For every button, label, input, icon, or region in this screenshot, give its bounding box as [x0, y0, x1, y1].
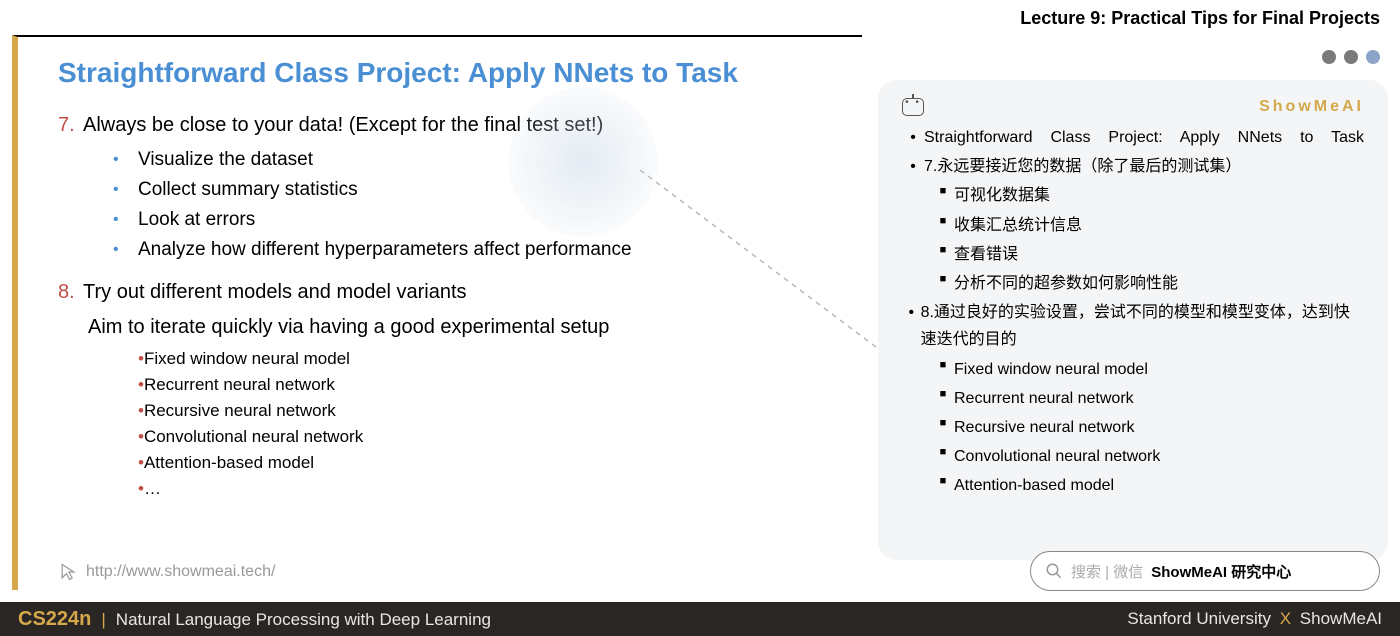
footer-link[interactable]: http://www.showmeai.tech/: [58, 562, 275, 582]
item8-line2: Aim to iterate quickly via having a good…: [88, 316, 832, 339]
item8-sublist: •Fixed window neural model •Recurrent ne…: [138, 349, 832, 499]
brand-name: ShowMeAI: [1300, 609, 1382, 628]
sub-text: Look at errors: [138, 209, 255, 231]
list-item: ■Recurrent neural network: [932, 385, 1364, 412]
course-code: CS224n: [18, 608, 91, 631]
list-item: ■Fixed window neural model: [932, 356, 1364, 383]
brand-label: ShowMeAI: [1259, 98, 1364, 116]
list-item: ■收集汇总统计信息: [932, 212, 1364, 239]
list-item: •…: [138, 479, 832, 499]
sub-text: Recursive neural network: [144, 401, 336, 421]
bullet-icon: •: [113, 211, 138, 229]
course-title: Natural Language Processing with Deep Le…: [116, 610, 491, 630]
sub-text: Recurrent neural network: [144, 375, 335, 395]
list-item: ■查看错误: [932, 241, 1364, 268]
slide-panel: Straightforward Class Project: Apply NNe…: [12, 35, 862, 590]
list-item-7: 7. Always be close to your data! (Except…: [58, 114, 832, 137]
list-item: •7.永远要接近您的数据（除了最后的测试集）: [902, 153, 1364, 180]
search-icon: [1045, 562, 1063, 580]
list-item: •Fixed window neural model: [138, 349, 832, 369]
sub-text: …: [144, 479, 161, 499]
list-item: •Recurrent neural network: [138, 375, 832, 395]
lecture-title: Lecture 9: Practical Tips for Final Proj…: [1020, 8, 1380, 29]
decoration-dots: [1322, 50, 1380, 64]
sub-text: Fixed window neural model: [144, 349, 350, 369]
list-item: •Look at errors: [113, 209, 832, 231]
university-name: Stanford University: [1127, 609, 1271, 628]
list-item: •Analyze how different hyperparameters a…: [113, 239, 832, 261]
item-text: Always be close to your data! (Except fo…: [83, 114, 603, 137]
footer-left: CS224n | Natural Language Processing wit…: [18, 608, 491, 631]
sub-text: Convolutional neural network: [144, 427, 363, 447]
x-separator: X: [1280, 609, 1291, 628]
list-item: ■可视化数据集: [932, 182, 1364, 209]
list-item: ■Recursive neural network: [932, 414, 1364, 441]
slide-title: Straightforward Class Project: Apply NNe…: [58, 57, 832, 89]
list-item: •Attention-based model: [138, 453, 832, 473]
list-item: •Recursive neural network: [138, 401, 832, 421]
search-bold-text: ShowMeAI 研究中心: [1151, 561, 1291, 582]
list-item: •Visualize the dataset: [113, 149, 832, 171]
list-item: •8.通过良好的实验设置，尝试不同的模型和模型变体，达到快速迭代的目的: [902, 299, 1364, 353]
sub-text: Collect summary statistics: [138, 179, 358, 201]
footer-right: Stanford University X ShowMeAI: [1127, 609, 1382, 629]
notes-list: •Straightforward Class Project: Apply NN…: [902, 124, 1364, 499]
list-item: ■Convolutional neural network: [932, 443, 1364, 470]
item-text: Try out different models and model varia…: [83, 281, 467, 304]
sub-text: Analyze how different hyperparameters af…: [138, 239, 632, 261]
sub-text: Attention-based model: [144, 453, 314, 473]
list-item: ■分析不同的超参数如何影响性能: [932, 270, 1364, 297]
notes-panel: ShowMeAI •Straightforward Class Project:…: [878, 80, 1388, 560]
footer-bar: CS224n | Natural Language Processing wit…: [0, 602, 1400, 636]
item-number: 7.: [58, 114, 83, 137]
divider: |: [101, 610, 105, 630]
list-item: •Collect summary statistics: [113, 179, 832, 201]
list-item: ■Attention-based model: [932, 472, 1364, 499]
list-item: •Convolutional neural network: [138, 427, 832, 447]
item7-sublist: •Visualize the dataset •Collect summary …: [113, 149, 832, 261]
bullet-icon: •: [113, 181, 138, 199]
search-pill[interactable]: 搜索 | 微信 ShowMeAI 研究中心: [1030, 551, 1380, 591]
robot-icon: [902, 98, 924, 116]
bullet-icon: •: [113, 241, 138, 259]
search-placeholder: 搜索 | 微信: [1071, 561, 1143, 582]
list-item-8: 8. Try out different models and model va…: [58, 281, 832, 304]
cursor-icon: [58, 562, 78, 582]
list-item: •Straightforward Class Project: Apply NN…: [902, 124, 1364, 151]
bullet-icon: •: [113, 151, 138, 169]
item-number: 8.: [58, 281, 83, 304]
sub-text: Visualize the dataset: [138, 149, 313, 171]
url-text: http://www.showmeai.tech/: [86, 563, 275, 581]
